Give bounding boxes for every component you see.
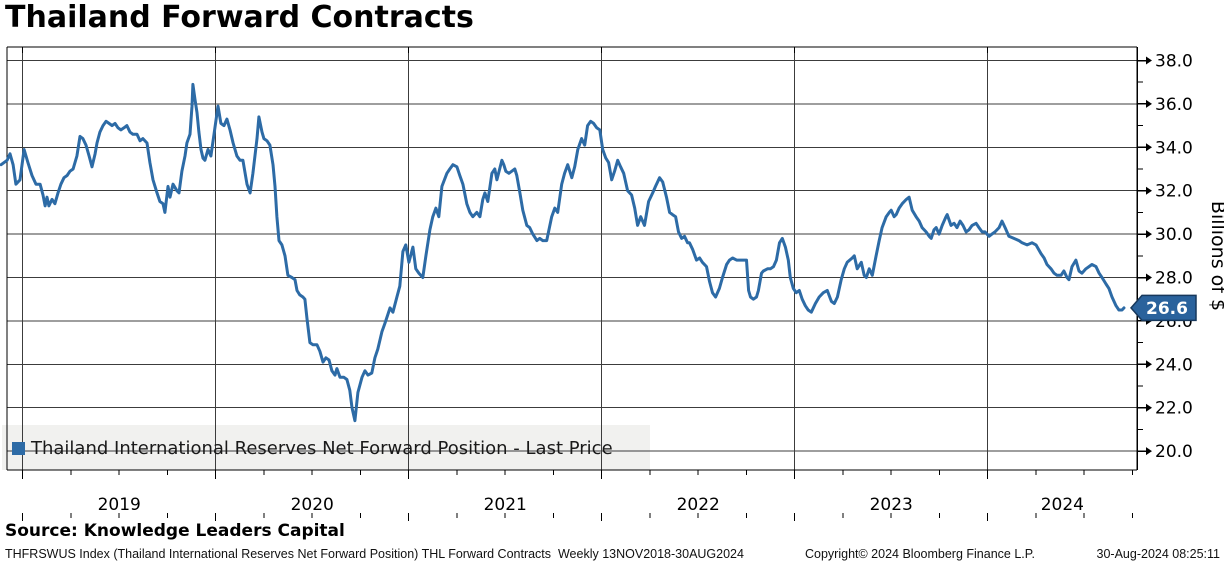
x-tick-label: 2022 xyxy=(677,495,720,515)
source-attribution: Source: Knowledge Leaders Capital xyxy=(5,521,345,541)
y-tick-label: 34.0 xyxy=(1155,138,1193,158)
price-line xyxy=(0,82,1126,423)
x-tick-label: 2024 xyxy=(1041,495,1084,515)
footer-copyright: Copyright© 2024 Bloomberg Finance L.P. xyxy=(805,547,1035,561)
last-price-value: 26.6 xyxy=(1146,299,1188,319)
y-tick-arrow-icon xyxy=(1146,186,1152,195)
series-swatch-icon xyxy=(12,442,25,455)
y-axis-title: Billions of $ xyxy=(1207,201,1224,311)
y-tick-label: 32.0 xyxy=(1155,182,1193,202)
y-tick-arrow-icon xyxy=(1146,230,1152,239)
y-tick-arrow-icon xyxy=(1146,56,1152,65)
x-tick-label: 2020 xyxy=(291,495,334,515)
last-price-badge xyxy=(1130,294,1197,322)
page-title: Thailand Forward Contracts xyxy=(5,0,474,35)
y-tick-arrow-icon xyxy=(1146,360,1152,369)
y-tick-label: 38.0 xyxy=(1155,52,1193,72)
x-tick-label: 2019 xyxy=(98,495,141,515)
legend: Thailand International Reserves Net Forw… xyxy=(12,438,613,459)
footer-timestamp: 30-Aug-2024 08:25:11 xyxy=(1096,547,1220,561)
footer-index-info: THFRSWUS Index (Thailand International R… xyxy=(5,547,744,561)
y-tick-label: 28.0 xyxy=(1155,269,1193,289)
y-tick-arrow-icon xyxy=(1146,403,1152,412)
x-tick-label: 2023 xyxy=(870,495,913,515)
x-tick-label: 2021 xyxy=(484,495,527,515)
y-tick-label: 24.0 xyxy=(1155,355,1193,375)
y-tick-arrow-icon xyxy=(1146,143,1152,152)
y-tick-label: 36.0 xyxy=(1155,95,1193,115)
y-tick-label: 22.0 xyxy=(1155,399,1193,419)
legend-background xyxy=(2,425,650,470)
footer: THFRSWUS Index (Thailand International R… xyxy=(0,547,1224,563)
y-tick-arrow-icon xyxy=(1146,273,1152,282)
legend-label: Thailand International Reserves Net Forw… xyxy=(31,438,613,459)
y-tick-arrow-icon xyxy=(1146,99,1152,108)
y-tick-label: 30.0 xyxy=(1155,225,1193,245)
y-tick-label: 20.0 xyxy=(1155,442,1193,462)
y-tick-arrow-icon xyxy=(1146,447,1152,456)
